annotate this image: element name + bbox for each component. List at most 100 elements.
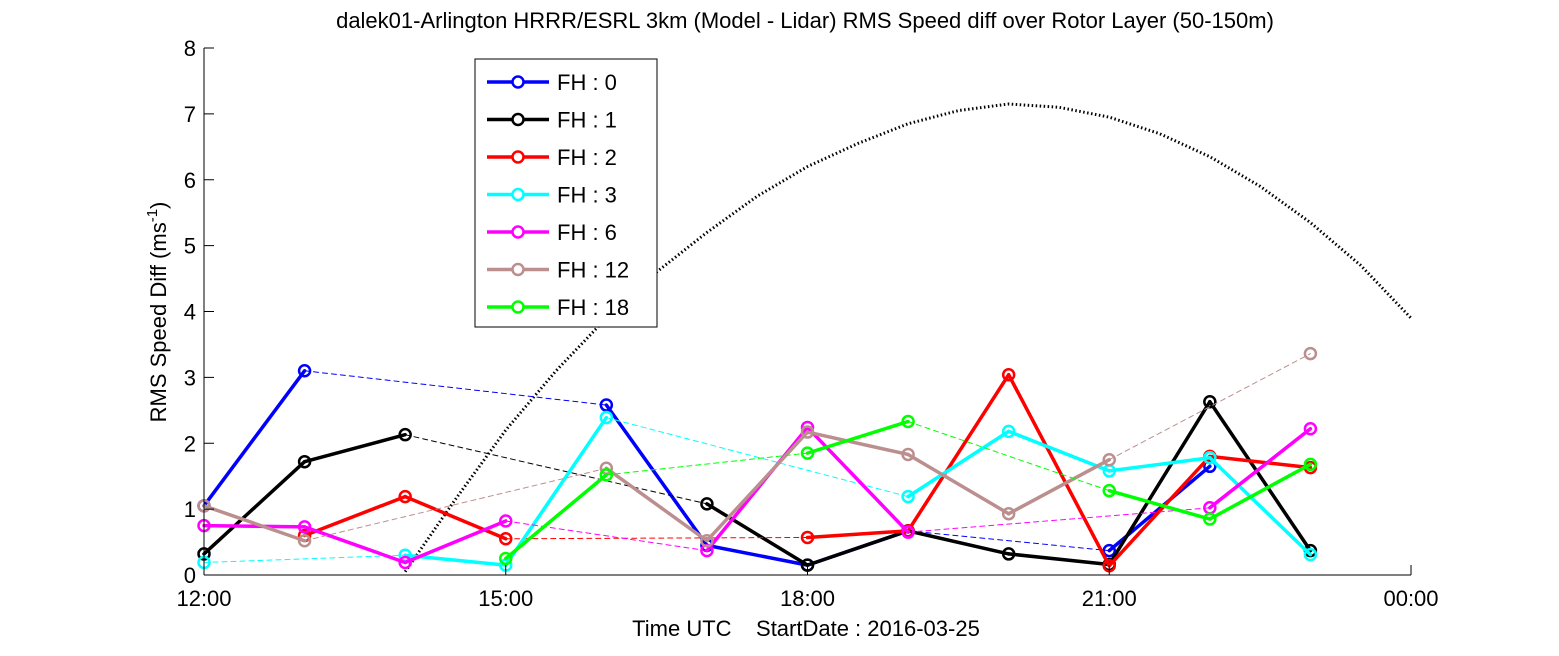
series-layer	[197, 346, 1318, 573]
series-3-segment-3	[605, 417, 909, 498]
series-0-segment-2	[604, 403, 709, 548]
legend-box	[474, 58, 658, 328]
series-6-segment-1	[605, 452, 808, 476]
series-3-point-3	[599, 410, 614, 425]
legend-label-3: FH : 3	[557, 183, 617, 208]
series-1-point-1	[297, 454, 312, 469]
y-tick-label-5: 5	[184, 234, 196, 259]
series-4-point-3	[499, 514, 513, 528]
series-5-segment-6	[1006, 457, 1111, 516]
series-1-segment-2	[404, 434, 708, 505]
series-5-point-5	[901, 447, 915, 462]
series-5-segment-3	[705, 430, 810, 543]
series-2-segment-0	[302, 494, 407, 538]
series-1-segment-7	[1107, 399, 1212, 567]
series-4-point-8	[1303, 422, 1318, 436]
series-4-point-6	[901, 525, 915, 539]
legend-marker-4	[511, 225, 525, 239]
series-2-point-3	[800, 530, 815, 545]
series-4-segment-6	[907, 507, 1211, 533]
series-6-point-5	[1203, 512, 1217, 526]
series-5-segment-5	[906, 452, 1011, 516]
series-1-segment-8	[1208, 399, 1313, 553]
series-3-segment-5	[1006, 429, 1111, 473]
series-3-segment-2	[504, 415, 609, 567]
y-tick-label-2: 2	[184, 431, 196, 456]
series-2-segment-6	[1107, 454, 1212, 568]
series-5-point-1	[297, 533, 312, 548]
series-1-point-2	[398, 427, 412, 442]
series-4-point-1	[297, 520, 312, 534]
series-4-segment-7	[1208, 427, 1313, 510]
series-1-segment-0	[202, 459, 307, 556]
series-5-segment-4	[805, 430, 910, 457]
series-1-point-3	[700, 497, 714, 511]
series-3-segment-4	[906, 429, 1011, 499]
series-0-point-6	[1102, 543, 1116, 558]
series-4-segment-3	[505, 520, 708, 552]
series-2-point-2	[499, 532, 513, 546]
y-tick-label-1: 1	[184, 497, 196, 522]
series-1-point-8	[1203, 394, 1217, 409]
series-1-segment-6	[1006, 552, 1111, 567]
legend-label-4: FH : 6	[557, 220, 617, 245]
y-axis-label-tail: )	[146, 202, 171, 209]
series-6-segment-2	[805, 419, 910, 455]
series-2-segment-3	[805, 529, 910, 540]
series-2-segment-7	[1208, 454, 1313, 470]
series-1-segment-4	[805, 529, 910, 567]
chart-title: dalek01-Arlington HRRR/ESRL 3km (Model -…	[336, 8, 1274, 33]
series-3	[197, 410, 1318, 572]
series-6-point-0	[499, 551, 513, 566]
series-6-point-1	[599, 468, 614, 482]
series-2	[297, 367, 1318, 573]
legend-marker-0	[511, 75, 525, 89]
series-0-segment-0	[202, 369, 307, 508]
y-tick-label-8: 8	[184, 36, 196, 61]
series-5	[197, 346, 1318, 548]
series-5-point-7	[1102, 452, 1116, 467]
series-3-point-4	[901, 489, 915, 504]
legend-marker-1	[511, 112, 525, 127]
series-0-segment-3	[705, 543, 810, 567]
y-axis-label-sup: -1	[144, 209, 161, 222]
legend-label-1: FH : 1	[557, 108, 617, 133]
series-5-point-6	[1001, 506, 1016, 521]
legend-label-0: FH : 0	[557, 70, 617, 95]
x-tick-label-4: 00:00	[1383, 586, 1438, 611]
series-6-segment-4	[1107, 488, 1212, 521]
series-1-segment-3	[705, 502, 810, 567]
y-tick-label-4: 4	[184, 300, 196, 325]
series-1	[197, 394, 1318, 572]
y-axis-label: RMS Speed Diff (ms-1)	[144, 202, 171, 423]
series-1-point-6	[1001, 547, 1016, 561]
series-4	[197, 420, 1318, 570]
series-6	[499, 414, 1318, 566]
legend-marker-5	[511, 262, 525, 277]
axes-layer: 0 1 2 3 4 5 6 7 8 12:00 15:00 18:00 21:00 00:00	[176, 36, 1438, 611]
series-3-point-8	[1303, 547, 1318, 562]
x-tick-label-3: 21:00	[1082, 586, 1137, 611]
x-axis-label: Time UTC StartDate : 2016-03-25	[632, 616, 980, 641]
series-5-point-4	[800, 425, 815, 439]
series-5-segment-1	[304, 467, 607, 542]
x-tick-label-1: 15:00	[478, 586, 533, 611]
series-4-segment-2	[403, 519, 508, 565]
y-axis-label-main: RMS Speed Diff (ms	[146, 222, 171, 422]
y-tick-label-3: 3	[184, 365, 196, 390]
legend-label-6: FH : 18	[557, 295, 629, 320]
series-6-point-2	[800, 446, 815, 460]
series-2-segment-4	[906, 372, 1011, 533]
series-6-point-6	[1303, 457, 1318, 472]
series-5-segment-2	[604, 466, 709, 543]
series-6-point-4	[1102, 483, 1116, 498]
series-2-segment-1	[403, 494, 508, 541]
series-6-segment-5	[1208, 462, 1313, 521]
legend-label-2: FH : 2	[557, 145, 617, 170]
series-3-point-7	[1203, 450, 1217, 465]
series-2-point-5	[1001, 367, 1016, 382]
series-4-segment-0	[202, 523, 307, 529]
series-3-segment-6	[1107, 455, 1212, 473]
x-tick-label-2: 18:00	[780, 586, 835, 611]
